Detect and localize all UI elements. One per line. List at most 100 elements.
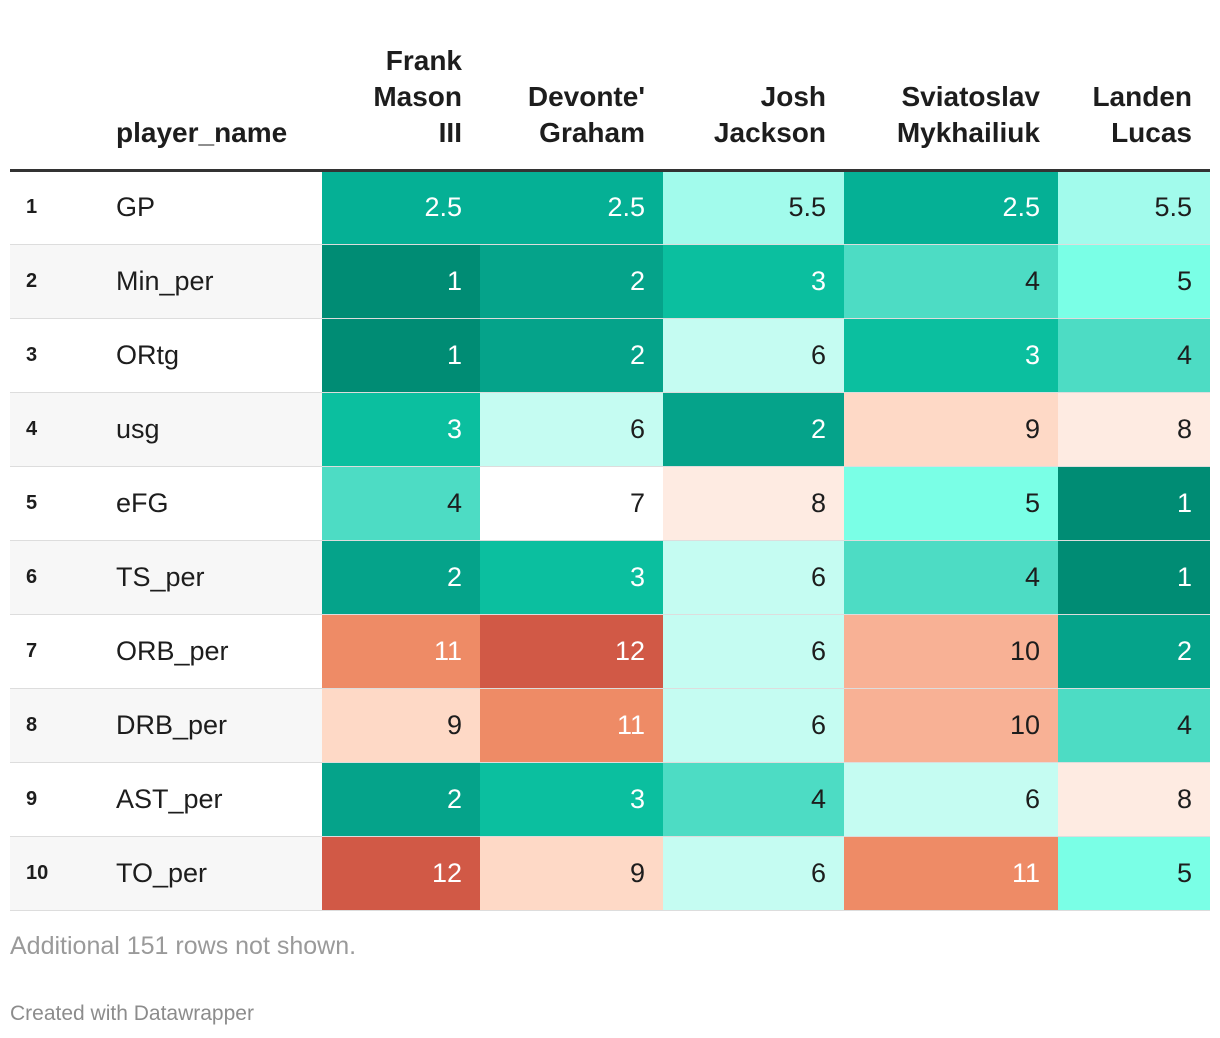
header-index bbox=[10, 0, 116, 172]
heatmap-cell: 5 bbox=[844, 466, 1058, 541]
table-header: player_name Frank Mason III Devonte' Graham J… bbox=[10, 0, 1210, 172]
heatmap-cell: 2 bbox=[1058, 614, 1210, 689]
header-player-line: Sviatoslav bbox=[901, 80, 1040, 112]
heatmap-cell: 2 bbox=[480, 244, 663, 319]
heatmap-cell: 6 bbox=[844, 762, 1058, 837]
row-index: 7 bbox=[10, 614, 116, 689]
heatmap-cell: 5 bbox=[1058, 836, 1210, 911]
header-player-1: Devonte' Graham bbox=[480, 0, 663, 172]
heatmap-cell: 3 bbox=[480, 762, 663, 837]
table-row: 7 ORB_per 11 12 6 10 2 bbox=[10, 614, 1210, 689]
heatmap-cell: 1 bbox=[1058, 540, 1210, 615]
heatmap-cell: 8 bbox=[1058, 762, 1210, 837]
table-row: 9 AST_per 2 3 4 6 8 bbox=[10, 762, 1210, 837]
heatmap-cell: 6 bbox=[663, 318, 844, 393]
header-player-line: III bbox=[438, 116, 462, 148]
row-stat-name: ORB_per bbox=[116, 614, 322, 689]
header-player-line: Jackson bbox=[713, 116, 826, 148]
table-row: 3 ORtg 1 2 6 3 4 bbox=[10, 318, 1210, 393]
header-player-0: Frank Mason III bbox=[322, 0, 480, 172]
header-player-line: Mykhailiuk bbox=[896, 116, 1040, 148]
table-row: 10 TO_per 12 9 6 11 5 bbox=[10, 836, 1210, 911]
table-row: 8 DRB_per 9 11 6 10 4 bbox=[10, 688, 1210, 763]
header-player-line: Landen bbox=[1092, 80, 1192, 112]
heatmap-cell: 11 bbox=[322, 614, 480, 689]
heatmap-cell: 10 bbox=[844, 688, 1058, 763]
heatmap-cell: 6 bbox=[663, 614, 844, 689]
heatmap-cell: 2 bbox=[322, 540, 480, 615]
table-body: 1 GP 2.5 2.5 5.5 2.5 5.5 2 Min_per 1 2 3 4 5 3 ORtg 1 2 6 3… bbox=[10, 170, 1210, 911]
row-stat-name: AST_per bbox=[116, 762, 322, 837]
heatmap-cell: 9 bbox=[844, 392, 1058, 467]
table-row: 2 Min_per 1 2 3 4 5 bbox=[10, 244, 1210, 319]
heatmap-cell: 6 bbox=[663, 836, 844, 911]
heatmap-cell: 2 bbox=[480, 318, 663, 393]
heatmap-cell: 2.5 bbox=[322, 170, 480, 245]
table-row: 5 eFG 4 7 8 5 1 bbox=[10, 466, 1210, 541]
table-row: 1 GP 2.5 2.5 5.5 2.5 5.5 bbox=[10, 170, 1210, 245]
heatmap-cell: 3 bbox=[844, 318, 1058, 393]
heatmap-cell: 6 bbox=[663, 540, 844, 615]
heatmap-cell: 3 bbox=[322, 392, 480, 467]
heatmap-cell: 12 bbox=[322, 836, 480, 911]
heatmap-cell: 4 bbox=[663, 762, 844, 837]
row-stat-name: ORtg bbox=[116, 318, 322, 393]
header-player-line: Lucas bbox=[1111, 116, 1192, 148]
heatmap-cell: 2.5 bbox=[480, 170, 663, 245]
row-index: 2 bbox=[10, 244, 116, 319]
row-index: 8 bbox=[10, 688, 116, 763]
header-player-line: Frank bbox=[385, 44, 462, 76]
row-index: 5 bbox=[10, 466, 116, 541]
row-index: 3 bbox=[10, 318, 116, 393]
heatmap-cell: 4 bbox=[844, 244, 1058, 319]
heatmap-cell: 4 bbox=[1058, 688, 1210, 763]
heatmap-cell: 1 bbox=[322, 318, 480, 393]
heatmap-cell: 8 bbox=[663, 466, 844, 541]
row-stat-name: GP bbox=[116, 170, 322, 245]
heatmap-table: player_name Frank Mason III Devonte' Graham J… bbox=[10, 0, 1210, 911]
heatmap-cell: 9 bbox=[322, 688, 480, 763]
row-index: 6 bbox=[10, 540, 116, 615]
row-index: 4 bbox=[10, 392, 116, 467]
row-stat-name: usg bbox=[116, 392, 322, 467]
heatmap-cell: 3 bbox=[480, 540, 663, 615]
datawrapper-credit: Created with Datawrapper bbox=[10, 1002, 254, 1025]
heatmap-cell: 11 bbox=[844, 836, 1058, 911]
row-stat-name: eFG bbox=[116, 466, 322, 541]
heatmap-cell: 5.5 bbox=[663, 170, 844, 245]
heatmap-cell: 4 bbox=[322, 466, 480, 541]
header-player-line: Mason bbox=[373, 80, 462, 112]
heatmap-cell: 7 bbox=[480, 466, 663, 541]
heatmap-table-container: player_name Frank Mason III Devonte' Graham J… bbox=[10, 0, 1210, 911]
header-player-line: Josh bbox=[760, 80, 826, 112]
heatmap-cell: 11 bbox=[480, 688, 663, 763]
row-stat-name: DRB_per bbox=[116, 688, 322, 763]
heatmap-cell: 6 bbox=[480, 392, 663, 467]
heatmap-cell: 5 bbox=[1058, 244, 1210, 319]
row-stat-name: TO_per bbox=[116, 836, 322, 911]
heatmap-cell: 12 bbox=[480, 614, 663, 689]
heatmap-cell: 3 bbox=[663, 244, 844, 319]
row-stat-name: Min_per bbox=[116, 244, 322, 319]
heatmap-cell: 5.5 bbox=[1058, 170, 1210, 245]
heatmap-cell: 1 bbox=[1058, 466, 1210, 541]
header-player-3: Sviatoslav Mykhailiuk bbox=[844, 0, 1058, 172]
heatmap-cell: 2 bbox=[322, 762, 480, 837]
header-player-4: Landen Lucas bbox=[1058, 0, 1210, 172]
heatmap-cell: 2.5 bbox=[844, 170, 1058, 245]
heatmap-cell: 4 bbox=[1058, 318, 1210, 393]
heatmap-cell: 2 bbox=[663, 392, 844, 467]
row-index: 1 bbox=[10, 170, 116, 245]
heatmap-cell: 9 bbox=[480, 836, 663, 911]
rows-not-shown-note: Additional 151 rows not shown. bbox=[10, 932, 357, 960]
header-row: player_name Frank Mason III Devonte' Graham J… bbox=[10, 0, 1210, 172]
heatmap-cell: 8 bbox=[1058, 392, 1210, 467]
header-player-name: player_name bbox=[116, 0, 322, 172]
table-row: 6 TS_per 2 3 6 4 1 bbox=[10, 540, 1210, 615]
heatmap-cell: 4 bbox=[844, 540, 1058, 615]
header-player-line: Devonte' bbox=[527, 80, 645, 112]
row-index: 10 bbox=[10, 836, 116, 911]
heatmap-cell: 10 bbox=[844, 614, 1058, 689]
row-index: 9 bbox=[10, 762, 116, 837]
table-row: 4 usg 3 6 2 9 8 bbox=[10, 392, 1210, 467]
